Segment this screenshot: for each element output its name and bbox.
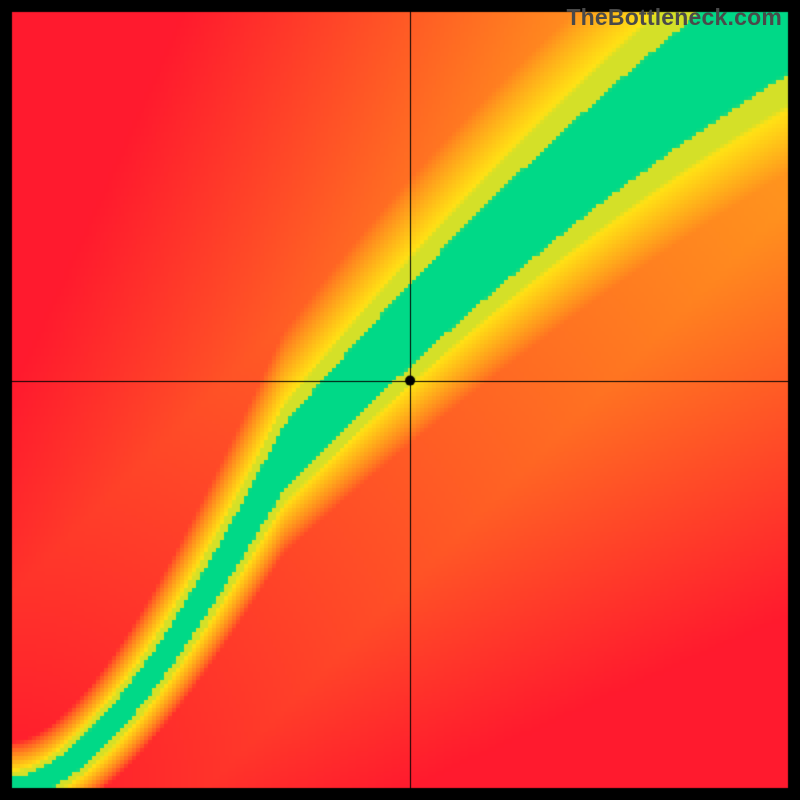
watermark-text: TheBottleneck.com — [566, 4, 782, 31]
bottleneck-heatmap — [0, 0, 800, 800]
chart-container: TheBottleneck.com — [0, 0, 800, 800]
